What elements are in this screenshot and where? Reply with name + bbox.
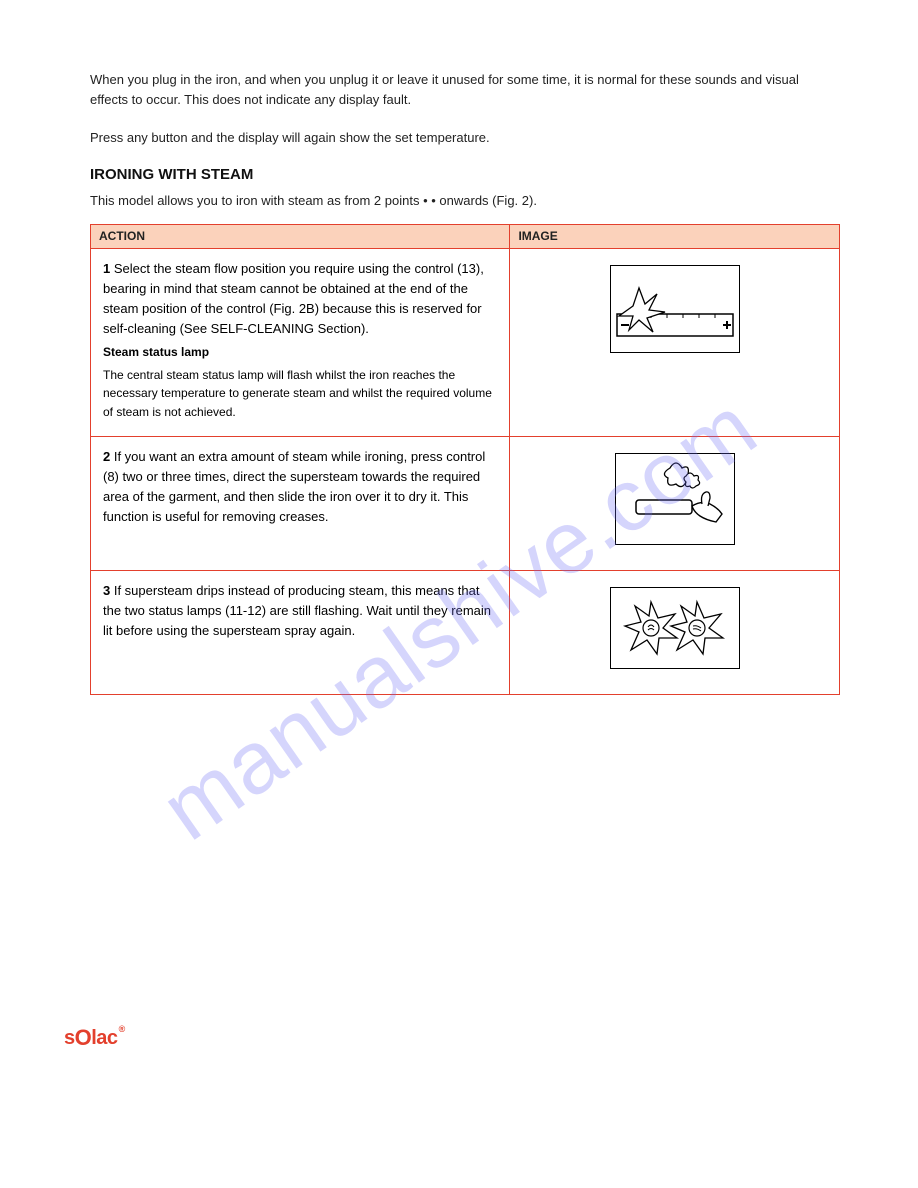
step-cell: 3 If supersteam drips instead of produci… (91, 570, 510, 694)
steam-lamp-note-text: The central steam status lamp will flash… (103, 366, 497, 422)
section-subtitle: This model allows you to iron with steam… (90, 191, 840, 211)
step-text: 3 If supersteam drips instead of produci… (103, 581, 497, 641)
image-cell (510, 436, 840, 570)
section-title: IRONING WITH STEAM (90, 166, 840, 183)
table-row: 1 Select the steam flow position you req… (91, 248, 840, 436)
steam-lamp-note: Steam status lamp (103, 343, 497, 362)
intro-paragraph-1: When you plug in the iron, and when you … (90, 70, 840, 110)
figure-steam-lamp-icon (610, 265, 740, 353)
steps-table: ACTION IMAGE 1 Select the steam flow pos… (90, 224, 840, 695)
table-header-image: IMAGE (510, 224, 840, 248)
table-header-action: ACTION (91, 224, 510, 248)
step-text: 1 Select the steam flow position you req… (103, 259, 497, 340)
table-row: 3 If supersteam drips instead of produci… (91, 570, 840, 694)
footer: sOlac® (64, 1024, 125, 1050)
image-cell (510, 570, 840, 694)
intro-paragraph-2: Press any button and the display will ag… (90, 128, 840, 148)
image-cell (510, 248, 840, 436)
figure-status-lamps-icon (610, 587, 740, 669)
step-cell: 1 Select the steam flow position you req… (91, 248, 510, 436)
manual-page: manualshive.com When you plug in the iro… (0, 0, 918, 1188)
brand-logo: sOlac® (64, 1027, 125, 1049)
step-cell: 2 If you want an extra amount of steam w… (91, 436, 510, 570)
figure-supersteam-press-icon (615, 453, 735, 545)
table-row: 2 If you want an extra amount of steam w… (91, 436, 840, 570)
step-text: 2 If you want an extra amount of steam w… (103, 447, 497, 528)
